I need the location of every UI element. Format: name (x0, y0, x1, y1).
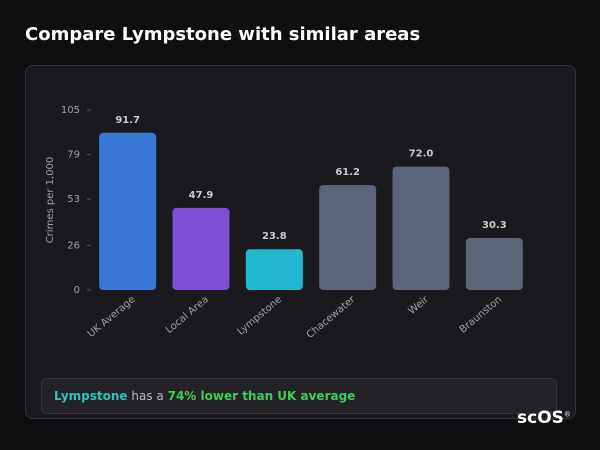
bar (392, 166, 450, 290)
value-label: 30.3 (482, 220, 507, 231)
x-tick-label: Local Area (164, 294, 211, 336)
chart-title: Compare Lympstone with similar areas (25, 24, 421, 45)
bar (245, 249, 303, 290)
x-tick-label: Chacewater (305, 294, 358, 341)
y-axis-label: Crimes per 1,000 (45, 157, 56, 244)
x-tick-label: Weir (407, 294, 432, 317)
value-label: 61.2 (335, 167, 360, 178)
x-tick-label: Lympstone (235, 294, 284, 337)
value-label: 91.7 (115, 115, 140, 126)
logo: scOS® (517, 408, 571, 428)
bar (319, 185, 377, 290)
y-tick-label: 0 (74, 285, 80, 296)
x-tick-label: Braunston (458, 294, 504, 335)
summary-text: has a (131, 389, 164, 403)
summary-area: Lympstone (54, 389, 128, 403)
y-tick-label: 105 (61, 105, 80, 116)
bar (99, 132, 157, 290)
bar (465, 238, 523, 290)
logo-text: scOS (517, 408, 564, 428)
summary-highlight: 74% lower than UK average (167, 389, 356, 403)
bar (172, 207, 230, 290)
summary: Lympstone has a 74% lower than UK averag… (41, 378, 557, 414)
value-label: 23.8 (262, 231, 287, 242)
value-label: 47.9 (189, 190, 214, 201)
logo-mark: ® (563, 410, 571, 419)
value-label: 72.0 (409, 149, 434, 160)
x-tick-label: UK Average (86, 294, 138, 340)
y-tick-label: 79 (67, 150, 80, 161)
y-tick-label: 26 (67, 240, 80, 251)
y-tick-label: 53 (67, 194, 80, 205)
